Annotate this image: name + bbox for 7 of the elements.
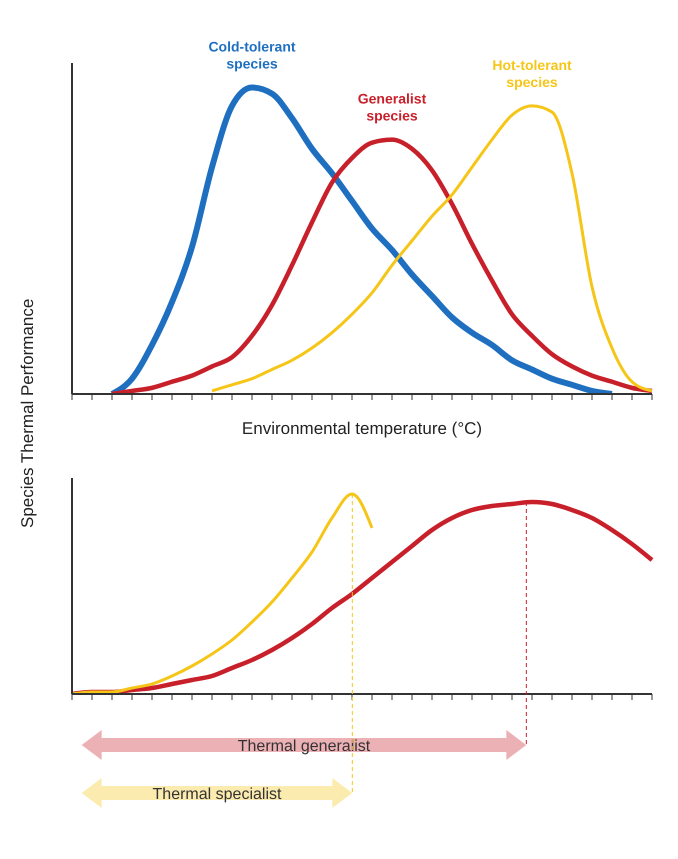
text: Thermal generalist xyxy=(238,738,371,755)
x-axis-title: Environmental temperature (°C) xyxy=(242,419,482,438)
text: Hot-tolerant species xyxy=(492,56,572,90)
series-label: Generalist species xyxy=(358,90,427,124)
text: Thermal specialist xyxy=(152,786,282,803)
y-axis-title: Species Thermal Performance xyxy=(18,298,38,528)
text: Cold-tolerant species xyxy=(208,38,296,72)
